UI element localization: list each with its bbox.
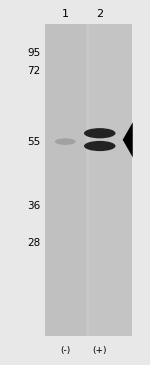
Bar bbox=[45, 24, 132, 336]
Bar bbox=[45, 24, 86, 336]
Text: 2: 2 bbox=[96, 9, 103, 19]
Text: 95: 95 bbox=[27, 48, 40, 58]
Bar bbox=[88, 24, 132, 336]
Text: 72: 72 bbox=[27, 66, 40, 76]
Text: 55: 55 bbox=[27, 137, 40, 147]
Polygon shape bbox=[123, 122, 133, 157]
Text: 1: 1 bbox=[62, 9, 69, 19]
Text: 28: 28 bbox=[27, 238, 40, 248]
Ellipse shape bbox=[55, 138, 76, 145]
Ellipse shape bbox=[84, 128, 116, 138]
Ellipse shape bbox=[84, 141, 116, 151]
Text: (+): (+) bbox=[93, 346, 107, 355]
Text: (-): (-) bbox=[60, 346, 70, 355]
Text: 36: 36 bbox=[27, 201, 40, 211]
